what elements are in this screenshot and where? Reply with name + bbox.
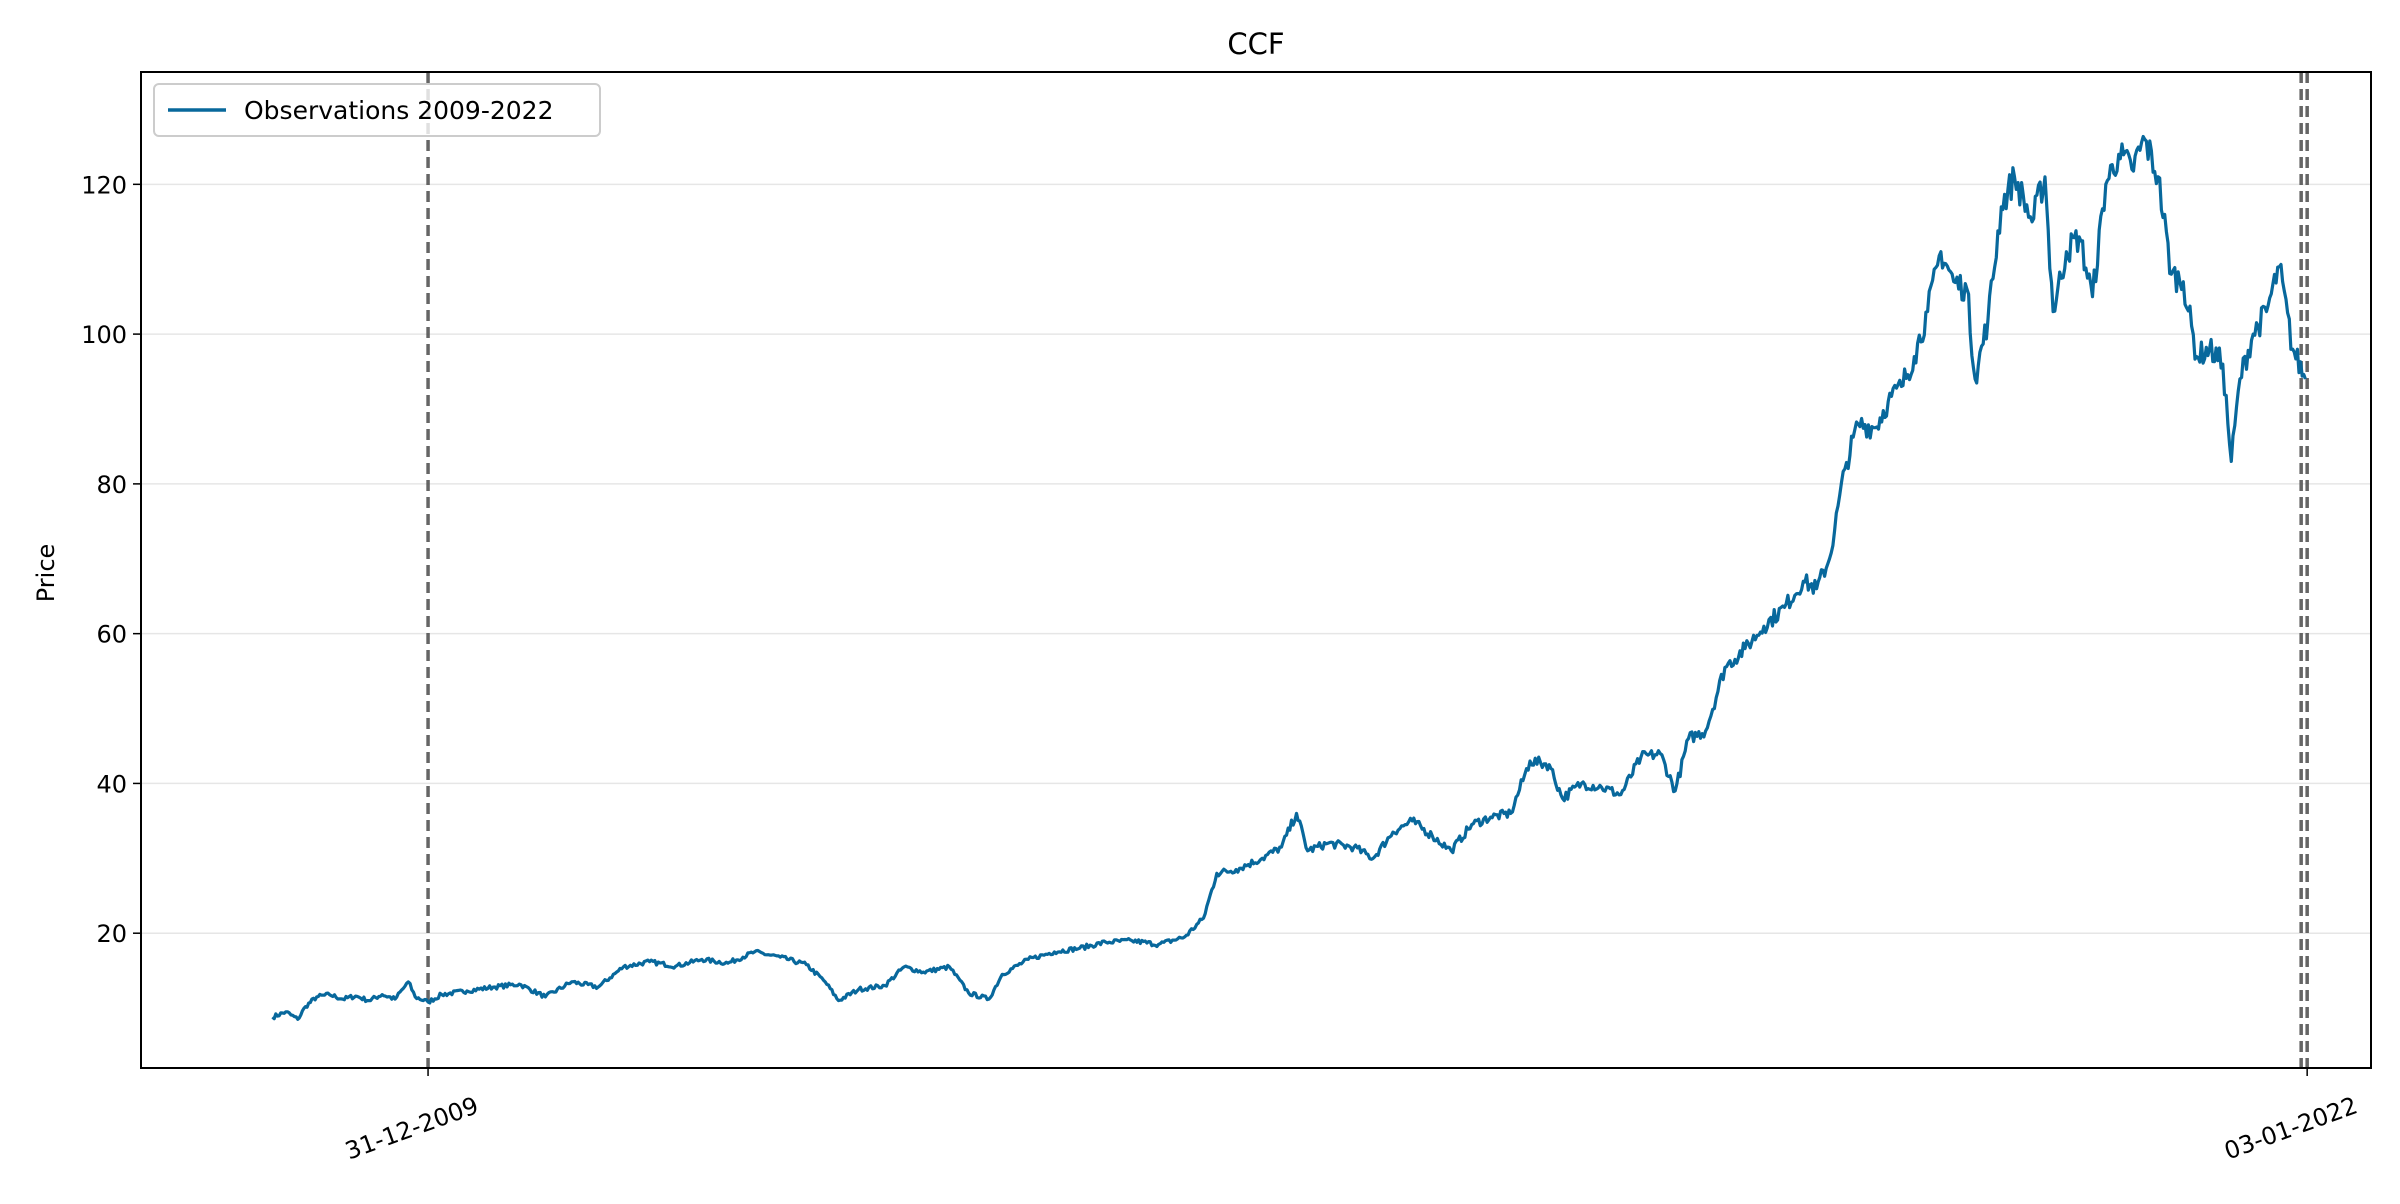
- vline-layer: [426, 72, 2309, 1068]
- legend-label: Observations 2009-2022: [244, 96, 553, 125]
- y-axis-label: Price: [32, 544, 60, 603]
- series-layer: [271, 134, 2307, 1021]
- grid-layer: [141, 183, 2371, 934]
- y-tick-label: 120: [81, 171, 127, 199]
- y-tick-label: 100: [81, 321, 127, 349]
- y-tick-label: 40: [96, 770, 127, 798]
- plot-frame: [140, 71, 2372, 1069]
- legend-frame: [153, 83, 601, 137]
- x-axis: 31-12-2009 03-01-2022: [341, 1068, 2361, 1165]
- x-tick-label: 31-12-2009: [341, 1091, 482, 1165]
- series-line: [271, 134, 2307, 1021]
- y-tick-label: 80: [96, 471, 127, 499]
- y-axis: 20 40 60 80 100 120: [81, 171, 141, 948]
- chart-title: CCF: [1227, 27, 1284, 61]
- y-tick-label: 20: [96, 920, 127, 948]
- y-tick-label: 60: [96, 621, 127, 649]
- legend: Observations 2009-2022: [153, 83, 601, 137]
- x-tick-label: 03-01-2022: [2221, 1091, 2362, 1165]
